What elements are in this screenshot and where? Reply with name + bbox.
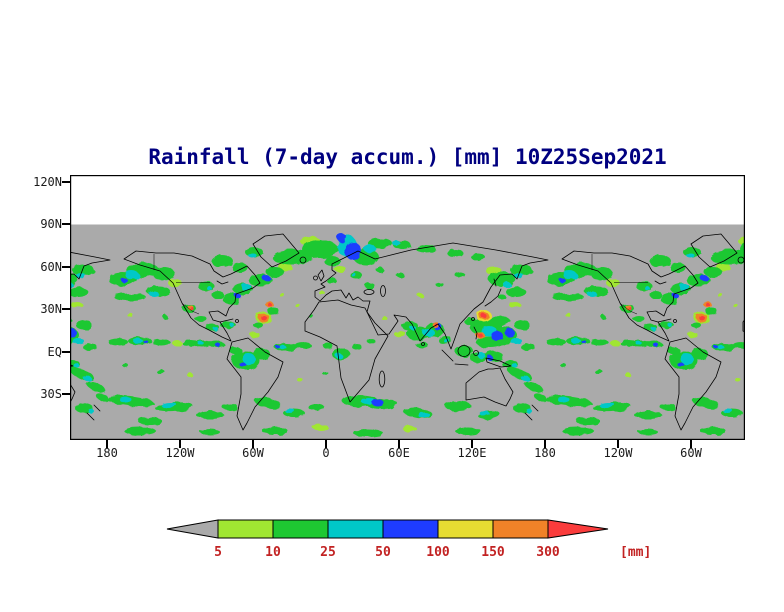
lat-label-60n: 60N [40, 260, 62, 274]
legend-unit: [mm] [620, 545, 651, 560]
lon-label-120e: 120E [457, 446, 487, 460]
legend-value-50: 50 [375, 545, 391, 560]
lat-label-120n: 120N [33, 175, 62, 189]
legend-value-5: 5 [214, 545, 222, 560]
lon-label-60e: 60E [388, 446, 410, 460]
legend-value-150: 150 [481, 545, 505, 560]
lat-tick [62, 266, 70, 268]
map-frame [70, 175, 745, 440]
lon-label-120wa: 120W [165, 446, 195, 460]
legend-value-10: 10 [265, 545, 281, 560]
legend-segment-50-100 [382, 519, 439, 539]
lat-tick [62, 223, 70, 225]
lon-tick [179, 440, 181, 448]
legend-segment-10-25 [272, 519, 329, 539]
lat-label-30n: 30N [40, 302, 62, 316]
lon-label-60wb: 60W [680, 446, 702, 460]
lat-tick [62, 308, 70, 310]
lon-tick [252, 440, 254, 448]
lon-tick [544, 440, 546, 448]
lon-tick [617, 440, 619, 448]
legend-value-300: 300 [536, 545, 560, 560]
legend-arrow-below-5 [166, 519, 219, 539]
lon-label-0: 0 [322, 446, 330, 460]
lon-label-180b: 180 [534, 446, 556, 460]
lon-label-120wb: 120W [603, 446, 633, 460]
lat-label-eq: EQ [47, 345, 62, 359]
lat-label-90n: 90N [40, 217, 62, 231]
lat-tick [62, 351, 70, 353]
lon-tick [471, 440, 473, 448]
lon-tick [398, 440, 400, 448]
legend-segment-150-300 [492, 519, 549, 539]
legend-segment-25-50 [327, 519, 384, 539]
lat-tick [62, 393, 70, 395]
legend-segment-100-150 [437, 519, 494, 539]
lon-label-60wa: 60W [242, 446, 264, 460]
rainfall-map-svg [70, 175, 745, 440]
lon-tick [325, 440, 327, 448]
lon-tick [690, 440, 692, 448]
map-area [70, 175, 745, 440]
legend-segment-5-10 [217, 519, 274, 539]
plot-title: Rainfall (7-day accum.) [mm] 10Z25Sep202… [148, 145, 667, 169]
lon-tick [106, 440, 108, 448]
lat-tick [62, 181, 70, 183]
legend-value-100: 100 [426, 545, 450, 560]
legend-arrow-above-300 [547, 519, 609, 539]
lat-label-30s: 30S [40, 387, 62, 401]
lon-label-180a: 180 [96, 446, 118, 460]
legend-value-25: 25 [320, 545, 336, 560]
color-legend: 5 10 25 50 100 150 300 [mm] [166, 519, 651, 560]
